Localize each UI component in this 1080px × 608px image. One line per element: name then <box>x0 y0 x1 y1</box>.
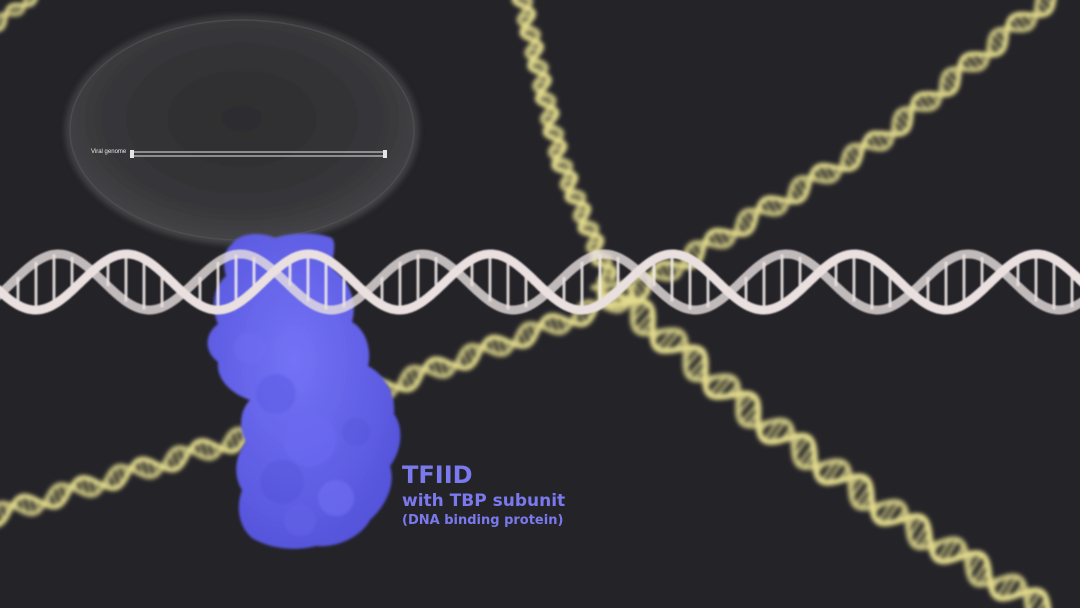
backbone-strand <box>0 0 38 32</box>
base-pair-rung <box>1016 13 1030 30</box>
base-pair-rung <box>968 53 983 70</box>
base-pair-rung <box>687 356 707 378</box>
backbone-strand <box>511 0 618 281</box>
base-pair-rung <box>634 310 654 331</box>
backbone-strand <box>0 0 1057 527</box>
base-pair-rung <box>740 402 759 424</box>
backbone-strand <box>0 249 1080 315</box>
base-pair-rung <box>797 443 815 466</box>
helix-top-left <box>0 0 38 32</box>
base-pair-rung <box>708 375 727 396</box>
helix-main <box>0 249 1080 315</box>
base-pair-rung <box>85 477 93 496</box>
base-pair-rung <box>972 560 988 584</box>
backbone-strand <box>0 0 1041 517</box>
backbone-strand <box>0 0 28 18</box>
main-dna-helix <box>0 249 1080 315</box>
base-pair-rung <box>25 496 34 515</box>
base-pair-rung <box>203 440 212 459</box>
backbone-strand <box>0 249 1080 315</box>
base-pair-rung <box>144 459 153 478</box>
base-pair-rung <box>437 358 446 377</box>
tfiid-protein <box>207 233 401 549</box>
base-pair-rung <box>661 330 681 352</box>
base-pair-rung <box>883 501 901 525</box>
base-pair-rung <box>715 229 728 247</box>
base-pair-rung <box>1038 597 1048 608</box>
base-pair-rung <box>495 336 504 355</box>
base-pair-rung <box>912 523 929 546</box>
base-pair-rung <box>553 315 562 334</box>
base-pair-rung <box>854 484 872 507</box>
base-pair-rung <box>942 539 959 563</box>
backbone-strand <box>590 281 1031 608</box>
base-pair-rung <box>769 420 787 443</box>
helix-top-center <box>511 0 618 285</box>
caption-note: (DNA binding protein) <box>402 513 564 529</box>
base-pair-rung <box>1002 576 1019 600</box>
caption-title: TFIID <box>402 461 473 489</box>
protein-caption: TFIID with TBP subunit (DNA binding prot… <box>402 461 566 529</box>
base-pair-rung <box>714 376 734 398</box>
inset-lens <box>65 15 419 245</box>
base-pair-rung <box>768 197 781 215</box>
caption-subtitle: with TBP subunit <box>402 490 566 511</box>
base-pair-rung <box>821 164 834 182</box>
base-pair-rung <box>921 93 935 109</box>
viral-genome-label: Viral genome <box>91 149 127 155</box>
backbone-strand <box>516 0 613 285</box>
base-pair-rung <box>1028 590 1043 608</box>
helix-lower-right <box>590 277 1052 608</box>
base-pair-rung <box>826 461 844 484</box>
base-pair-rung <box>655 329 675 350</box>
